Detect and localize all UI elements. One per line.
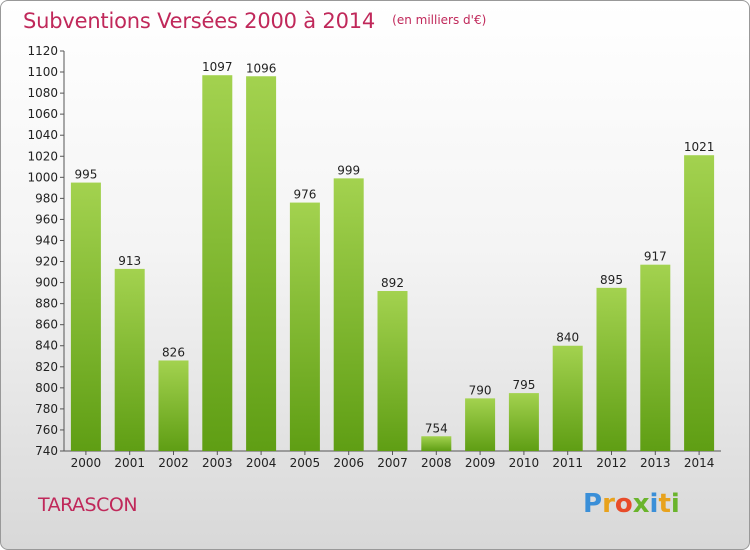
y-tick-label: 1020 <box>27 149 58 163</box>
x-tick-label: 2012 <box>596 456 627 470</box>
x-tick-label: 2005 <box>290 456 321 470</box>
logo-letter: i <box>649 489 659 519</box>
y-tick-label: 1060 <box>27 107 58 121</box>
x-tick-label: 2004 <box>246 456 277 470</box>
logo-letter: r <box>602 489 615 519</box>
y-tick-label: 1000 <box>27 170 58 184</box>
bar-value-label: 917 <box>644 250 667 264</box>
y-tick-label: 900 <box>35 276 58 290</box>
bar <box>684 155 715 452</box>
x-tick-label: 2014 <box>684 456 715 470</box>
bar <box>377 291 408 451</box>
y-tick-label: 940 <box>35 233 58 247</box>
bar <box>70 182 101 451</box>
bar <box>552 345 583 451</box>
bar-value-label: 999 <box>337 163 360 177</box>
x-tick-label: 2010 <box>509 456 540 470</box>
x-tick-label: 2003 <box>202 456 233 470</box>
bar-value-label: 754 <box>425 421 448 435</box>
proxiti-logo: Proxiti <box>583 489 680 519</box>
bar-value-label: 892 <box>381 276 404 290</box>
bar-value-label: 913 <box>118 254 141 268</box>
y-tick-label: 1040 <box>27 128 58 142</box>
x-tick-label: 2001 <box>114 456 145 470</box>
y-tick-label: 760 <box>35 423 58 437</box>
x-tick-label: 2013 <box>640 456 671 470</box>
bars: 995 913 826 1097 1096 976 999 892 754 790 795 840 89… <box>70 60 715 452</box>
y-tick-label: 1080 <box>27 86 58 100</box>
x-axis: 2000 2001 2002 2003 2004 2005 2006 2007 2008 2009… <box>64 450 721 470</box>
y-tick-label: 1100 <box>27 65 58 79</box>
x-tick-label: 2002 <box>158 456 189 470</box>
bar <box>333 178 364 452</box>
bar-value-label: 895 <box>600 273 623 287</box>
bar <box>158 360 189 451</box>
y-axis: 740 760 780 800 820 840 860 880 900 920 940 960 980 1… <box>27 44 65 458</box>
commune-name: TARASCON <box>38 494 138 516</box>
bar-value-label: 795 <box>512 378 535 392</box>
y-tick-label: 800 <box>35 381 58 395</box>
bar-value-label: 1097 <box>202 60 233 74</box>
bar-value-label: 1021 <box>684 140 715 154</box>
logo-letter: x <box>632 489 650 519</box>
x-tick-label: 2008 <box>421 456 452 470</box>
x-tick-label: 2006 <box>333 456 364 470</box>
bar <box>421 436 452 451</box>
bar <box>246 76 277 452</box>
bar <box>508 393 539 451</box>
y-tick-label: 860 <box>35 318 58 332</box>
bar <box>596 287 627 451</box>
y-tick-label: 820 <box>35 360 58 374</box>
x-tick-label: 2009 <box>465 456 496 470</box>
y-tick-label: 880 <box>35 297 58 311</box>
y-tick-label: 920 <box>35 255 58 269</box>
x-tick-label: 2011 <box>552 456 583 470</box>
bar <box>202 75 233 452</box>
logo-letter: i <box>670 489 680 519</box>
logo-letter: o <box>614 489 633 519</box>
y-tick-label: 980 <box>35 191 58 205</box>
y-tick-label: 960 <box>35 212 58 226</box>
y-tick-label: 840 <box>35 339 58 353</box>
title-row: Subventions Versées 2000 à 2014 (en mill… <box>23 9 486 33</box>
logo-letter: t <box>658 489 671 519</box>
x-tick-label: 2007 <box>377 456 408 470</box>
bar <box>465 398 496 451</box>
bar-value-label: 1096 <box>246 61 277 75</box>
bar-value-label: 995 <box>74 168 97 182</box>
y-tick-label: 1120 <box>27 44 58 58</box>
bar <box>114 268 145 451</box>
chart-subtitle: (en milliers d'€) <box>392 13 487 27</box>
bar <box>289 202 320 451</box>
bar-value-label: 976 <box>293 188 316 202</box>
y-tick-label: 780 <box>35 402 58 416</box>
bar-value-label: 826 <box>162 345 185 359</box>
logo-letter: P <box>583 489 603 519</box>
bar <box>640 264 671 451</box>
bar-value-label: 840 <box>556 331 579 345</box>
bar-value-label: 790 <box>469 383 492 397</box>
chart-title: Subventions Versées 2000 à 2014 <box>23 9 376 33</box>
y-tick-label: 740 <box>35 444 58 458</box>
x-tick-label: 2000 <box>71 456 102 470</box>
